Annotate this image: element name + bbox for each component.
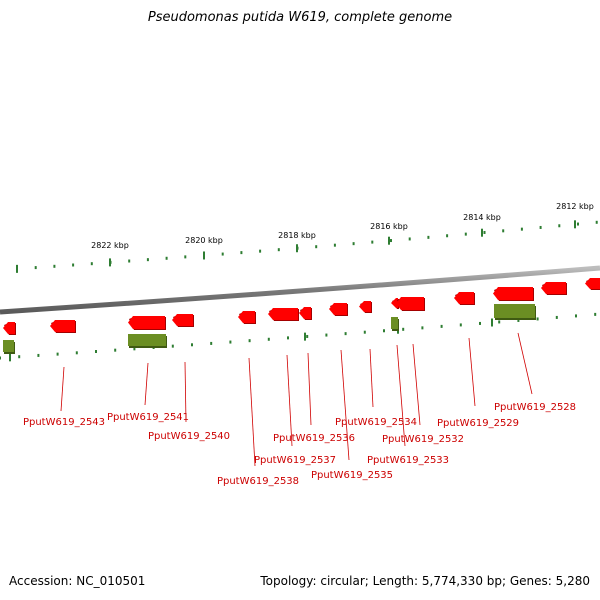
gene-label-leader xyxy=(468,337,476,407)
gene-label[interactable]: PputW619_2543 xyxy=(23,417,105,428)
gene-forward xyxy=(128,316,165,329)
gene-forward xyxy=(541,282,566,294)
gene-label-leader xyxy=(307,352,312,426)
gene-label[interactable]: PputW619_2540 xyxy=(148,431,230,442)
gene-forward xyxy=(172,314,193,326)
gene-forward xyxy=(299,307,311,319)
gene-label[interactable]: PputW619_2528 xyxy=(494,402,576,413)
gene-forward xyxy=(50,320,75,332)
gene-label[interactable]: PputW619_2535 xyxy=(311,470,393,481)
gene-label-leader xyxy=(60,366,65,412)
gene-forward xyxy=(391,298,398,308)
gene-label[interactable]: PputW619_2541 xyxy=(107,412,189,423)
gene-rna xyxy=(3,340,14,352)
scale-tick-label: 2820 kbp xyxy=(185,236,223,245)
gene-label-leader xyxy=(286,354,293,447)
gene-rna xyxy=(494,304,535,318)
scale-tick-label: 2818 kbp xyxy=(278,231,316,240)
gene-label-leader xyxy=(517,332,533,395)
gene-labels: PputW619_2543 PputW619_2541 PputW619_2540 P… xyxy=(23,402,576,487)
gene-forward xyxy=(396,297,424,310)
gene-forward xyxy=(493,287,533,300)
gene-forward xyxy=(238,311,255,323)
scale-tick-label: 2812 kbp xyxy=(556,202,594,211)
genes xyxy=(3,278,600,354)
gene-forward xyxy=(3,322,15,334)
gene-forward xyxy=(329,303,347,315)
gene-label[interactable]: PputW619_2536 xyxy=(273,433,355,444)
gene-label[interactable]: PputW619_2538 xyxy=(217,476,299,487)
gene-label-leader xyxy=(396,344,406,447)
gene-label-leader xyxy=(184,361,187,423)
gene-label-leader xyxy=(369,348,374,408)
scale-tick-label: 2816 kbp xyxy=(370,222,408,231)
gene-rna xyxy=(391,317,398,329)
footer-stats: Topology: circular; Length: 5,774,330 bp… xyxy=(260,574,590,588)
minor-ticks-outer xyxy=(16,220,598,273)
gene-label[interactable]: PputW619_2537 xyxy=(254,455,336,466)
gene-label-leader xyxy=(340,349,350,461)
gene-label-leader xyxy=(144,362,149,406)
gene-label-leaders xyxy=(60,332,533,467)
minor-ticks-inner xyxy=(0,312,597,362)
gene-forward xyxy=(268,308,298,320)
gene-label[interactable]: PputW619_2532 xyxy=(382,434,464,445)
gene-label[interactable]: PputW619_2529 xyxy=(437,418,519,429)
gene-label-leader xyxy=(248,357,256,467)
scale-ticks: 2822 kbp 2820 kbp 2818 kbp 2816 kbp 2814 kbp… xyxy=(91,202,594,250)
gene-label-leader xyxy=(412,343,421,426)
gene-label[interactable]: PputW619_2533 xyxy=(367,455,449,466)
gene-forward xyxy=(585,278,600,289)
page-title: Pseudomonas putida W619, complete genome xyxy=(147,10,453,25)
gene-rna xyxy=(128,334,166,346)
scale-tick-label: 2814 kbp xyxy=(463,213,501,222)
scale-tick-label: 2822 kbp xyxy=(91,241,129,250)
gene-forward xyxy=(454,292,474,304)
genome-backbone xyxy=(0,265,600,315)
gene-label[interactable]: PputW619_2534 xyxy=(335,417,417,428)
footer-accession: Accession: NC_010501 xyxy=(9,574,146,588)
gene-forward xyxy=(359,301,371,312)
